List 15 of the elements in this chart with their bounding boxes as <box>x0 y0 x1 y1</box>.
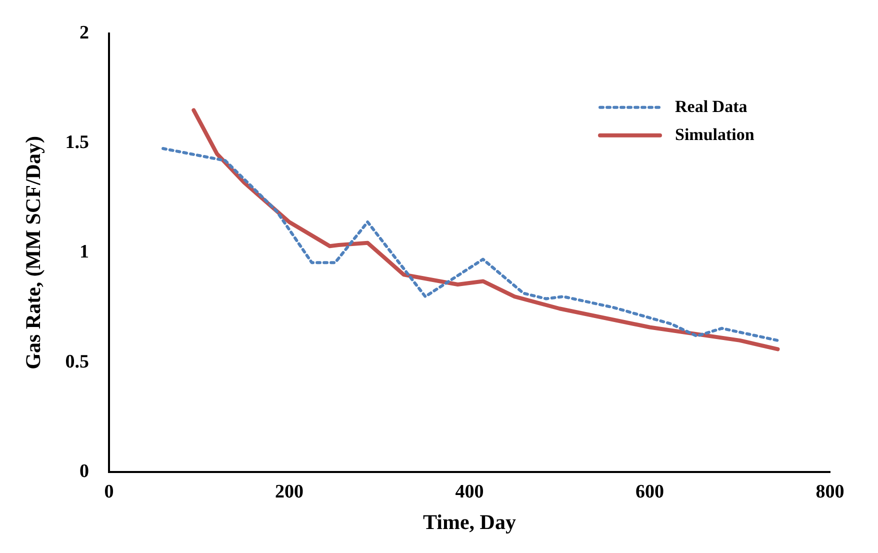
x-tick-label: 600 <box>635 481 664 502</box>
x-tick-label: 200 <box>274 481 304 502</box>
x-axis-title: Time, Day <box>423 510 516 534</box>
y-tick-label: 2 <box>79 22 89 44</box>
x-tick-label: 0 <box>104 481 114 502</box>
x-tick-label: 800 <box>816 481 844 502</box>
y-tick-label: 1 <box>79 242 89 263</box>
y-axis-title: Gas Rate, (MM SCF/Day) <box>21 136 46 370</box>
legend-label: Real Data <box>675 96 748 116</box>
legend-label: Simulation <box>675 124 755 144</box>
y-tick-label: 0.5 <box>65 351 89 372</box>
x-tick-label: 400 <box>455 481 484 502</box>
y-tick-label: 0 <box>79 460 89 482</box>
y-tick-label: 1.5 <box>65 132 89 153</box>
line-series <box>162 147 780 342</box>
